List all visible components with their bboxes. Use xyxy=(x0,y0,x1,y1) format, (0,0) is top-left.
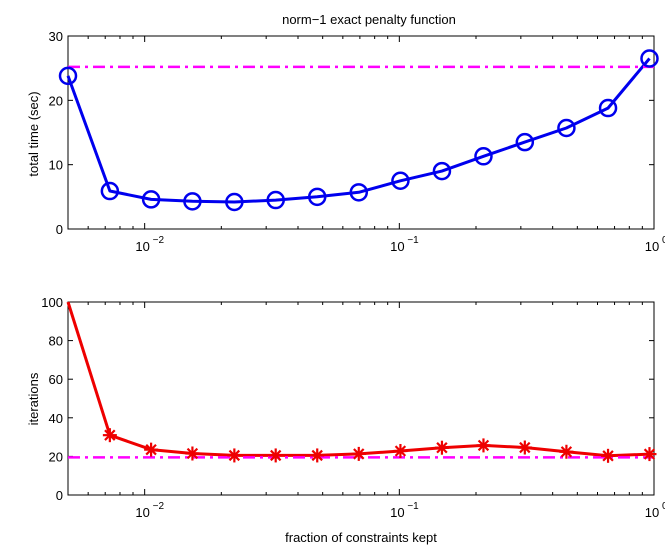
top-chart-point xyxy=(474,147,493,166)
top-chart-xtick-exponent: −2 xyxy=(153,235,165,246)
bottom-chart-xtick-exponent: 0 xyxy=(662,501,665,512)
top-chart-point xyxy=(640,49,659,68)
bottom-chart-ytick-label: 80 xyxy=(49,334,63,349)
bottom-chart-xtick-exponent: −2 xyxy=(153,501,165,512)
top-chart-point xyxy=(432,161,452,181)
top-chart-series-line xyxy=(66,57,651,204)
top-chart-point xyxy=(515,132,535,152)
bottom-chart-point xyxy=(102,428,117,443)
top-chart-point xyxy=(349,183,369,202)
bottom-chart-xtick-exponent: −1 xyxy=(407,501,419,512)
top-chart-ytick-label: 20 xyxy=(49,93,63,108)
bottom-chart-point xyxy=(393,443,408,458)
bottom-chart-ytick-label: 20 xyxy=(49,449,63,464)
bottom-chart-ytick-label: 40 xyxy=(49,411,63,426)
bottom-chart-marks xyxy=(102,428,657,463)
bottom-chart-xtick-label: 10 xyxy=(645,505,659,520)
bottom-chart-xtick-label: 10 xyxy=(135,505,149,520)
top-chart-panel: norm−1 exact penalty function total time… xyxy=(26,12,665,254)
bottom-chart-ytick-label: 0 xyxy=(56,488,63,503)
top-chart-point xyxy=(598,98,618,118)
bottom-chart-point xyxy=(268,448,283,463)
top-chart-ytick-label: 10 xyxy=(49,158,63,173)
top-chart-point xyxy=(58,66,78,86)
bottom-chart-xtick-label: 10 xyxy=(390,505,404,520)
top-chart-point xyxy=(100,181,120,201)
top-chart-point xyxy=(307,187,327,207)
bottom-chart-point xyxy=(642,447,657,462)
bottom-chart-ylabel: iterations xyxy=(26,372,41,425)
top-chart-xtick-label: 10 xyxy=(645,239,659,254)
bottom-chart-point xyxy=(144,442,159,457)
bottom-chart-point xyxy=(476,438,491,453)
top-chart-title: norm−1 exact penalty function xyxy=(282,12,456,27)
top-chart-xtick-label: 10 xyxy=(390,239,404,254)
bottom-chart-point xyxy=(434,440,449,455)
top-chart-point xyxy=(266,190,285,210)
bottom-chart-point xyxy=(601,448,616,463)
top-chart-point xyxy=(141,190,161,209)
top-chart-xtick-exponent: −1 xyxy=(407,235,419,246)
top-chart-lines xyxy=(66,57,654,204)
top-chart-point xyxy=(225,192,244,212)
bottom-chart-xlabel: fraction of constraints kept xyxy=(285,530,437,545)
bottom-chart-point xyxy=(351,446,366,461)
bottom-chart-point xyxy=(185,446,200,461)
bottom-chart-panel: iterations fraction of constraints kept … xyxy=(26,295,665,545)
bottom-chart-point xyxy=(517,440,532,455)
top-chart-marks xyxy=(58,49,659,212)
top-chart-point xyxy=(183,192,202,211)
top-chart-ylabel: total time (sec) xyxy=(26,91,41,176)
top-chart-xtick-label: 10 xyxy=(135,239,149,254)
bottom-chart-point xyxy=(559,444,574,459)
bottom-chart-point xyxy=(310,448,325,463)
bottom-chart-point xyxy=(227,448,242,463)
top-chart-point xyxy=(557,118,576,138)
bottom-chart-plot-area xyxy=(67,301,655,496)
bottom-chart-ytick-label: 60 xyxy=(49,372,63,387)
bottom-chart-ytick-label: 100 xyxy=(41,295,63,310)
top-chart-ytick-label: 30 xyxy=(49,29,63,44)
top-chart-xtick-exponent: 0 xyxy=(662,235,665,246)
top-chart-ytick-label: 0 xyxy=(56,222,63,237)
top-chart-point xyxy=(391,171,410,190)
